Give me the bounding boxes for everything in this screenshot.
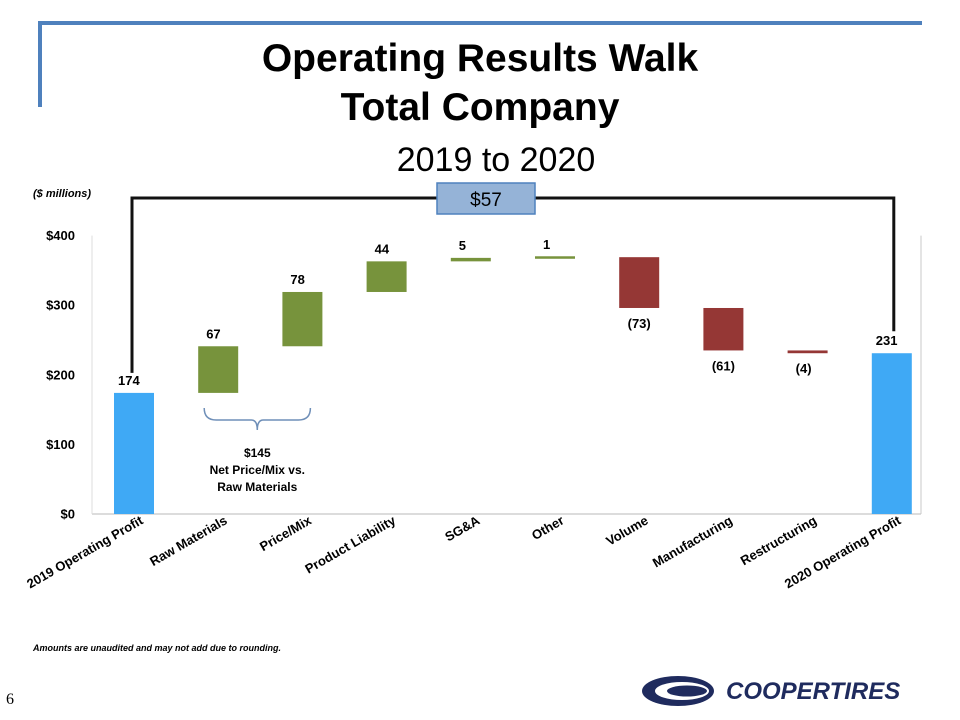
units-note: ($ millions) (33, 188, 92, 200)
change-callout-box (436, 182, 536, 215)
bar-sg-a (450, 257, 491, 262)
x-tick-label: Product Liability (302, 512, 398, 576)
x-tick-label: Volume (603, 513, 650, 549)
slide-title-line2: Total Company (340, 86, 620, 129)
data-label: 44 (375, 241, 390, 256)
title-rule-top (38, 21, 922, 25)
y-tick-label: $200 (46, 367, 75, 382)
bar-restructuring (787, 350, 828, 354)
x-tick-label: Raw Materials (147, 513, 230, 569)
brace-annotation-line: Net Price/Mix vs. (210, 463, 305, 477)
x-tick-label: Manufacturing (650, 513, 735, 571)
bar-2020-operating-profit (871, 353, 912, 514)
x-tick-label: 2019 Operating Profit (24, 512, 146, 591)
data-label: 174 (118, 373, 140, 388)
x-tick-label: Other (529, 513, 567, 543)
waterfall-chart: $0 $100 $200 $300 $400 174 2019 Operating Prof… (24, 182, 922, 591)
footnote: Amounts are unaudited and may not add du… (33, 643, 282, 653)
change-callout-label: $57 (470, 190, 502, 211)
change-bracket (130, 196, 896, 373)
y-tick-label: $300 (46, 298, 75, 313)
net-price-brace (203, 407, 312, 431)
y-tick-label: $100 (46, 437, 75, 452)
bar-2019-operating-profit (114, 392, 154, 514)
data-label: (73) (628, 316, 651, 331)
coopertires-logo: COOPERTIRES (642, 676, 900, 706)
brace-annotation-line: Raw Materials (217, 480, 297, 494)
slide-subtitle: 2019 to 2020 (396, 141, 596, 179)
y-tick-label: $0 (61, 507, 75, 522)
brace-annotation-line: $145 (244, 446, 271, 460)
data-label: 231 (876, 333, 898, 348)
data-label: (61) (712, 358, 735, 373)
bar-raw-materials (198, 346, 239, 393)
bar-price-mix (282, 291, 323, 347)
data-label: 78 (290, 272, 304, 287)
logo-wordmark: COOPERTIRES (726, 678, 900, 705)
page-number: 6 (6, 691, 14, 708)
data-label: 67 (206, 326, 220, 341)
bar-volume (619, 257, 660, 308)
x-tick-label: Restructuring (738, 513, 819, 569)
x-tick-label: Price/Mix (257, 512, 315, 554)
y-tick-label: $400 (46, 228, 75, 243)
bar-product-liability (366, 261, 407, 292)
bar-other (535, 256, 575, 259)
data-label: 1 (543, 237, 550, 252)
data-label: 5 (459, 238, 466, 253)
x-tick-label: SG&A (442, 512, 483, 544)
data-label: (4) (796, 361, 812, 376)
bar-manufacturing (703, 307, 744, 351)
slide-title-line1: Operating Results Walk (261, 37, 699, 80)
title-rule-left (38, 21, 42, 107)
